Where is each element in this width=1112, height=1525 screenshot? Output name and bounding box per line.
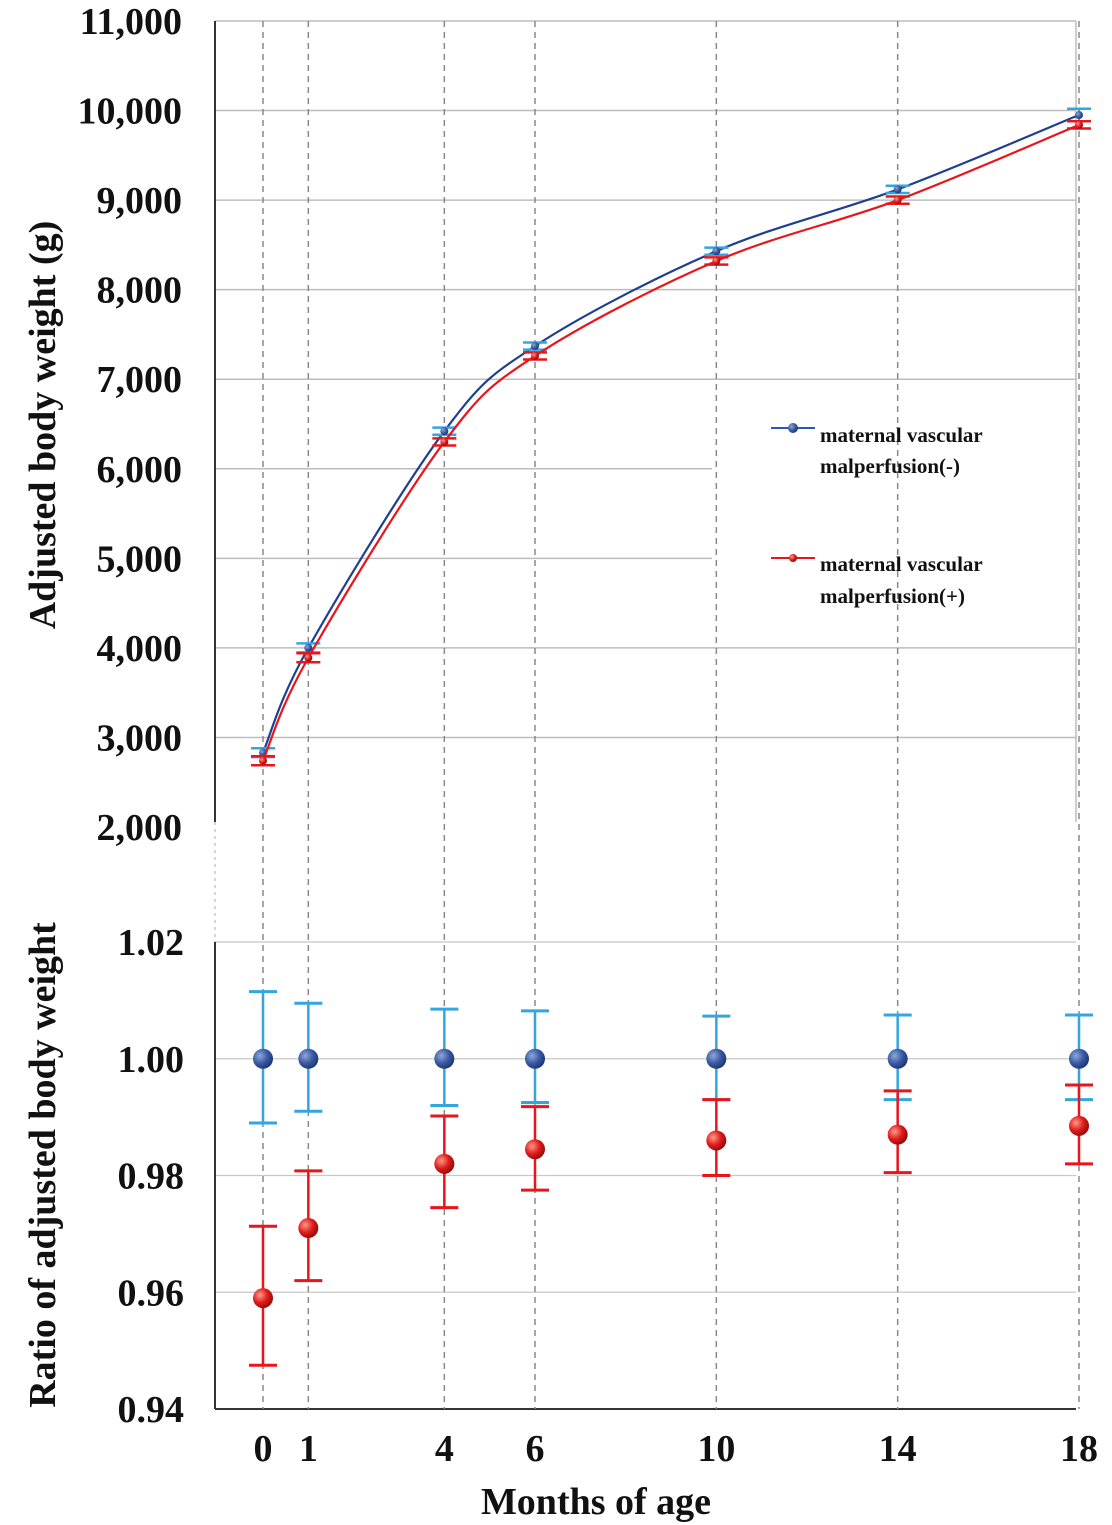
top-panel-marks	[251, 107, 1091, 767]
x-tick-label: 14	[879, 1428, 917, 1470]
ratio-point	[253, 1048, 273, 1069]
bottom-y-tick-label: 1.02	[118, 922, 185, 964]
legend-label-negative-line2: malperfusion(-)	[820, 454, 960, 478]
top-y-tick-label: 8,000	[97, 270, 183, 312]
top-y-tick-label: 10,000	[78, 91, 183, 133]
ratio-point	[525, 1139, 545, 1160]
weight-point	[531, 342, 539, 351]
weight-point	[259, 756, 267, 765]
top-y-axis-title: Adjusted body weight (g)	[22, 221, 64, 630]
ratio-point	[298, 1048, 319, 1069]
top-y-tick-label: 5,000	[97, 538, 183, 580]
weight-point	[712, 257, 721, 266]
top-y-tick-label: 6,000	[97, 449, 183, 491]
bottom-panel: 0.940.960.981.001.020 1 4 6 10 14 18	[118, 822, 1098, 1470]
bottom-panel-marks	[249, 990, 1093, 1367]
weight-point	[304, 643, 313, 652]
ratio-point	[253, 1288, 273, 1309]
ratio-point	[434, 1048, 455, 1069]
legend: maternal vascular malperfusion(-) matern…	[771, 423, 983, 608]
top-y-tick-label: 7,000	[97, 359, 183, 401]
legend-marker-negative	[788, 423, 798, 433]
ratio-point	[525, 1048, 545, 1069]
bottom-y-axis-title: Ratio of adjusted body weight	[22, 922, 64, 1408]
x-tick-label: 18	[1060, 1428, 1098, 1470]
x-tick-label: 10	[697, 1428, 735, 1470]
weight-point	[440, 437, 449, 446]
x-tick-label: 0	[254, 1428, 273, 1470]
legend-label-positive-line1: maternal vascular	[820, 552, 983, 576]
weight-point	[893, 196, 902, 205]
x-axis-title: Months of age	[481, 1481, 711, 1523]
legend-label-negative-line1: maternal vascular	[820, 423, 983, 447]
ratio-point	[1069, 1115, 1089, 1136]
ratio-point	[1069, 1048, 1089, 1069]
weight-point	[440, 427, 449, 436]
weight-point	[893, 185, 902, 194]
top-panel: 2,000 3,000 4,000 5,000 6,000 7,000 8,000 9,000…	[78, 1, 1077, 849]
ratio-point	[298, 1218, 319, 1239]
legend-marker-positive	[789, 554, 797, 562]
top-y-tick-label: 2,000	[97, 807, 183, 849]
ratio-point	[887, 1124, 908, 1145]
bottom-y-tick-label: 1.00	[118, 1039, 185, 1081]
bottom-y-tick-label: 0.94	[118, 1389, 185, 1431]
vertical-gridlines	[262, 21, 1080, 1409]
top-y-tick-label: 3,000	[97, 717, 183, 759]
legend-label-positive-line2: malperfusion(+)	[820, 584, 965, 608]
x-tick-label: 6	[526, 1428, 545, 1470]
weight-point	[531, 351, 539, 360]
ratio-point	[706, 1048, 727, 1069]
bottom-y-tick-label: 0.98	[118, 1156, 185, 1198]
ratio-point	[434, 1153, 455, 1174]
top-y-tick-label: 9,000	[97, 180, 183, 222]
weight-point	[1075, 120, 1083, 129]
weight-point	[1075, 111, 1083, 120]
x-tick-label: 1	[299, 1428, 318, 1470]
top-y-tick-label: 4,000	[97, 628, 183, 670]
ratio-point	[706, 1130, 727, 1151]
x-tick-label: 4	[435, 1428, 454, 1470]
ratio-point	[887, 1048, 908, 1069]
weight-point	[712, 247, 721, 256]
bottom-y-tick-label: 0.96	[118, 1272, 185, 1314]
weight-point	[304, 653, 313, 662]
top-y-tick-label: 11,000	[80, 1, 182, 43]
